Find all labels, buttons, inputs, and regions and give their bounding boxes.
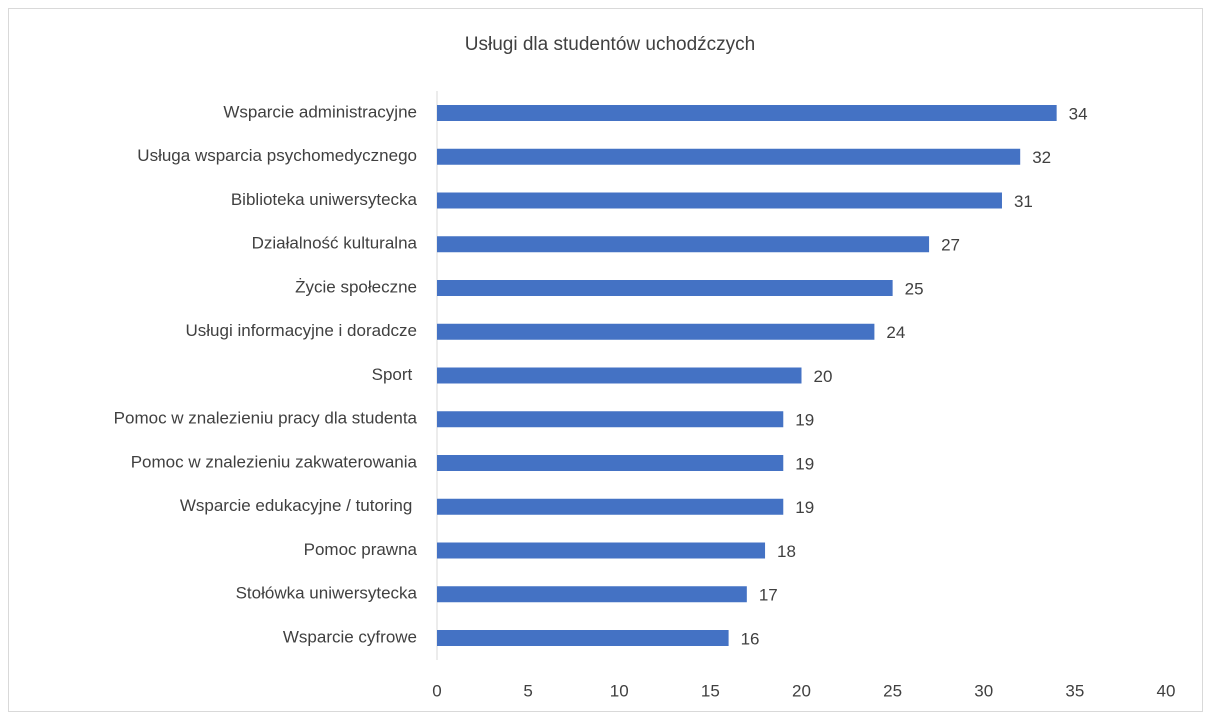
y-tick-label: Pomoc w znalezieniu pracy dla studenta <box>114 409 418 428</box>
data-label: 24 <box>886 323 905 342</box>
y-tick-label: Sport <box>372 365 417 384</box>
x-tick-label: 15 <box>701 681 720 700</box>
x-tick-label: 20 <box>792 681 811 700</box>
y-tick-label: Wsparcie edukacyjne / tutoring <box>180 496 417 515</box>
data-label: 32 <box>1032 148 1051 167</box>
x-tick-label: 40 <box>1157 681 1176 700</box>
bar <box>437 323 875 340</box>
data-label: 27 <box>941 236 960 255</box>
data-label: 31 <box>1014 192 1033 211</box>
chart-title: Usługi dla studentów uchodźczych <box>465 34 755 55</box>
y-tick-label: Usługa wsparcia psychomedycznego <box>137 146 417 165</box>
y-tick-label: Biblioteka uniwersytecka <box>231 190 418 209</box>
bar <box>437 192 1002 209</box>
y-tick-label: Działalność kulturalna <box>252 234 418 253</box>
bar <box>437 236 930 253</box>
data-label: 25 <box>905 279 924 298</box>
y-tick-label: Pomoc prawna <box>304 540 418 559</box>
y-tick-label: Usługi informacyjne i doradcze <box>186 321 418 340</box>
bar <box>437 498 784 515</box>
bar <box>437 630 729 646</box>
data-label: 19 <box>795 454 814 473</box>
x-tick-label: 0 <box>432 681 441 700</box>
y-tick-label: Wsparcie administracyjne <box>223 102 417 121</box>
x-tick-label: 30 <box>974 681 993 700</box>
x-tick-label: 35 <box>1065 681 1084 700</box>
bar <box>437 367 802 384</box>
y-tick-label: Stołówka uniwersytecka <box>236 584 418 603</box>
data-label: 34 <box>1069 104 1088 123</box>
x-tick-label: 5 <box>523 681 532 700</box>
data-label: 19 <box>795 411 814 430</box>
bar <box>437 148 1021 165</box>
data-label: 20 <box>814 367 833 386</box>
y-tick-label: Pomoc w znalezieniu zakwaterowania <box>131 452 418 471</box>
data-label: 19 <box>795 498 814 517</box>
bar <box>437 542 766 559</box>
bar <box>437 586 747 603</box>
y-tick-label: Wsparcie cyfrowe <box>283 627 417 646</box>
bar <box>437 280 893 296</box>
bar <box>437 411 784 428</box>
bar <box>437 105 1057 121</box>
data-label: 17 <box>759 586 778 605</box>
x-tick-label: 25 <box>883 681 902 700</box>
y-tick-label: Życie społeczne <box>295 277 417 296</box>
data-label: 18 <box>777 542 796 561</box>
data-label: 16 <box>741 629 760 648</box>
x-tick-label: 10 <box>610 681 629 700</box>
bar <box>437 455 784 471</box>
